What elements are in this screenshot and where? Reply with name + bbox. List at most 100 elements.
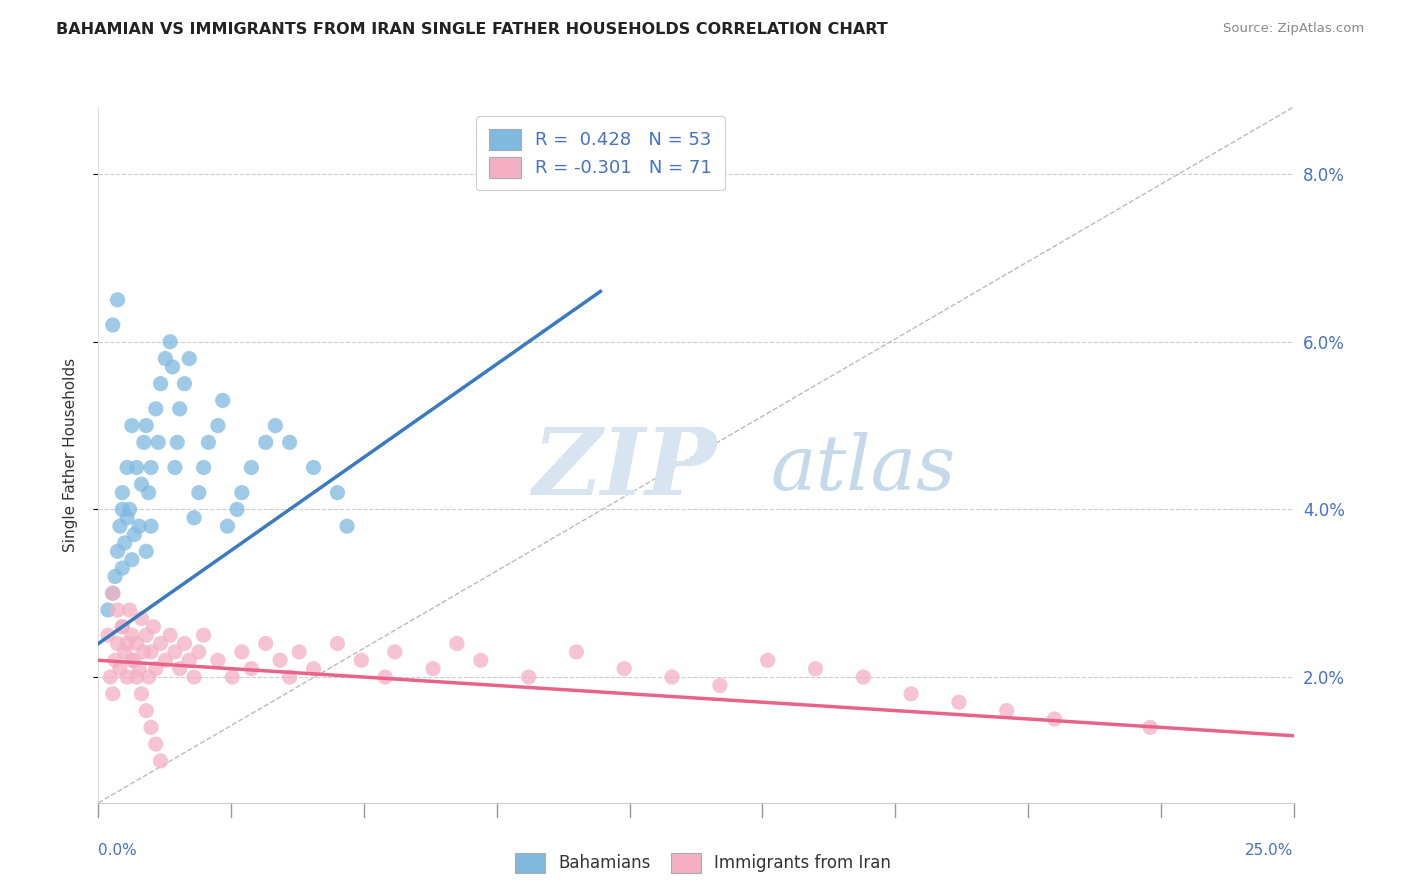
Point [108,519,131,533]
Point [128,662,150,676]
Point [111,485,134,500]
Point [197,435,219,450]
Point [948,695,970,709]
Point [804,662,827,676]
Point [118,603,141,617]
Point [221,670,243,684]
Point [374,670,396,684]
Point [139,720,162,734]
Point [148,435,170,450]
Point [121,418,143,433]
Point [111,620,134,634]
Point [135,628,157,642]
Point [132,435,155,450]
Point [756,653,779,667]
Point [139,519,162,533]
Point [207,653,229,667]
Point [269,653,291,667]
Point [288,645,311,659]
Point [101,586,124,600]
Point [104,653,127,667]
Point [125,636,148,650]
Point [132,645,155,659]
Point [124,653,146,667]
Point [709,678,731,692]
Point [155,351,177,366]
Point [302,662,325,676]
Point [217,519,239,533]
Text: atlas: atlas [770,432,956,506]
Legend: R =  0.428   N = 53, R = -0.301   N = 71: R = 0.428 N = 53, R = -0.301 N = 71 [475,116,725,190]
Point [139,460,162,475]
Point [231,485,253,500]
Point [231,645,253,659]
Point [135,418,157,433]
Point [446,636,468,650]
Point [125,460,148,475]
Point [111,561,134,575]
Point [159,334,181,349]
Text: Source: ZipAtlas.com: Source: ZipAtlas.com [1223,22,1364,36]
Point [111,502,134,516]
Point [101,586,124,600]
Y-axis label: Single Father Households: Single Father Households [63,358,77,552]
Point [125,670,148,684]
Point [211,393,233,408]
Point [278,435,301,450]
Point [169,401,191,416]
Point [149,754,172,768]
Point [254,435,277,450]
Point [169,662,191,676]
Point [115,636,138,650]
Point [139,645,162,659]
Point [115,670,138,684]
Point [135,704,157,718]
Point [107,544,129,558]
Point [661,670,683,684]
Point [159,628,181,642]
Point [145,737,167,751]
Point [183,510,205,524]
Point [336,519,359,533]
Legend: Bahamians, Immigrants from Iran: Bahamians, Immigrants from Iran [509,847,897,880]
Point [187,485,209,500]
Point [121,552,143,566]
Point [138,670,160,684]
Point [187,645,209,659]
Text: 0.0%: 0.0% [98,843,138,858]
Point [124,527,146,541]
Point [118,502,141,516]
Point [1139,720,1161,734]
Point [613,662,636,676]
Point [183,670,205,684]
Point [138,485,160,500]
Point [179,351,201,366]
Point [240,662,263,676]
Point [995,704,1018,718]
Point [852,670,875,684]
Point [145,662,167,676]
Point [193,628,215,642]
Point [163,645,186,659]
Point [114,536,136,550]
Point [900,687,922,701]
Point [131,611,153,625]
Point [193,460,215,475]
Point [302,460,325,475]
Point [135,544,157,558]
Point [101,687,124,701]
Point [326,485,349,500]
Point [131,687,153,701]
Text: 25.0%: 25.0% [1246,843,1294,858]
Point [128,519,150,533]
Point [326,636,349,650]
Point [384,645,406,659]
Point [1043,712,1066,726]
Point [104,569,127,583]
Text: BAHAMIAN VS IMMIGRANTS FROM IRAN SINGLE FATHER HOUSEHOLDS CORRELATION CHART: BAHAMIAN VS IMMIGRANTS FROM IRAN SINGLE … [56,22,889,37]
Point [240,460,263,475]
Point [131,477,153,491]
Point [97,603,120,617]
Point [226,502,249,516]
Point [470,653,492,667]
